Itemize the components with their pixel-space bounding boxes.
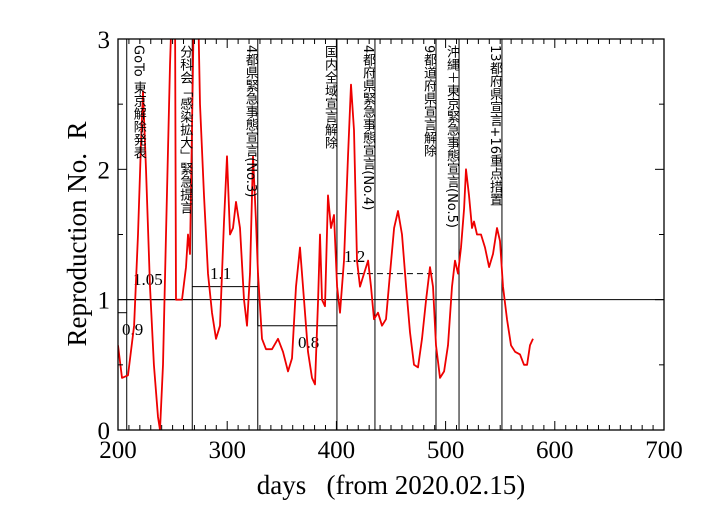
y-axis-label: Reproduction No. R [62, 122, 92, 347]
level-label: 0.9 [122, 320, 143, 339]
event-label: GoTo 東京解除発表 [130, 45, 146, 159]
x-tick-label: 700 [645, 437, 683, 464]
event-label: 沖縄＋東京緊急事態宣言(No.5) [444, 45, 460, 228]
x-tick-label: 500 [427, 437, 465, 464]
y-tick-label: 2 [98, 157, 111, 184]
y-tick-label: 0 [98, 418, 111, 445]
x-axis-label: days (from 2020.02.15) [257, 470, 525, 500]
x-tick-label: 400 [318, 437, 356, 464]
event-label: 13都府県宣言+16重点措置 [486, 45, 502, 206]
y-tick-label: 1 [98, 288, 111, 315]
event-label: 国内全域宣言解除 [321, 45, 337, 149]
x-tick-label: 600 [536, 437, 574, 464]
event-label: 分科会「感染拡大」緊急提言 [177, 45, 193, 214]
series-line-r [118, 39, 534, 430]
event-label: 9都道府県宣言解除 [420, 45, 436, 158]
level-label: 1.2 [344, 247, 365, 266]
x-tick-label: 200 [99, 437, 137, 464]
event-label: 4都府県緊急事態宣言(No.4) [359, 45, 375, 211]
y-tick-label: 3 [98, 27, 111, 54]
level-label: 1.05 [133, 270, 163, 289]
level-label: 0.8 [298, 333, 319, 352]
x-tick-label: 300 [208, 437, 246, 464]
level-label: 1.1 [210, 264, 231, 283]
event-label: 4都県緊急事態宣言(No.3) [242, 45, 258, 198]
